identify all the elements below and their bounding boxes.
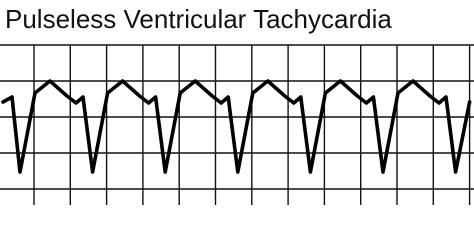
title: Pulseless Ventricular Tachycardia [5,4,392,34]
ecg-grid [0,44,474,205]
ecg-page: Pulseless Ventricular Tachycardia [0,4,474,205]
ecg-waveform [1,79,472,174]
